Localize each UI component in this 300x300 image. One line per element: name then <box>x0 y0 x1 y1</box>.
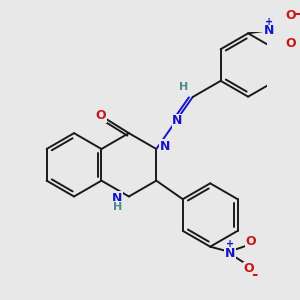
Text: -: - <box>295 6 300 21</box>
Text: +: + <box>265 17 273 27</box>
Text: N: N <box>172 114 183 128</box>
Text: O: O <box>285 38 296 50</box>
Text: N: N <box>225 247 236 260</box>
Text: O: O <box>96 109 106 122</box>
Text: N: N <box>160 140 170 153</box>
Text: O: O <box>245 235 256 248</box>
Text: H: H <box>178 82 188 92</box>
Text: O: O <box>243 262 254 275</box>
Text: +: + <box>226 239 234 249</box>
Text: N: N <box>112 192 122 205</box>
Text: N: N <box>264 24 274 37</box>
Text: H: H <box>112 202 122 212</box>
Text: O: O <box>285 9 296 22</box>
Text: -: - <box>251 267 257 282</box>
